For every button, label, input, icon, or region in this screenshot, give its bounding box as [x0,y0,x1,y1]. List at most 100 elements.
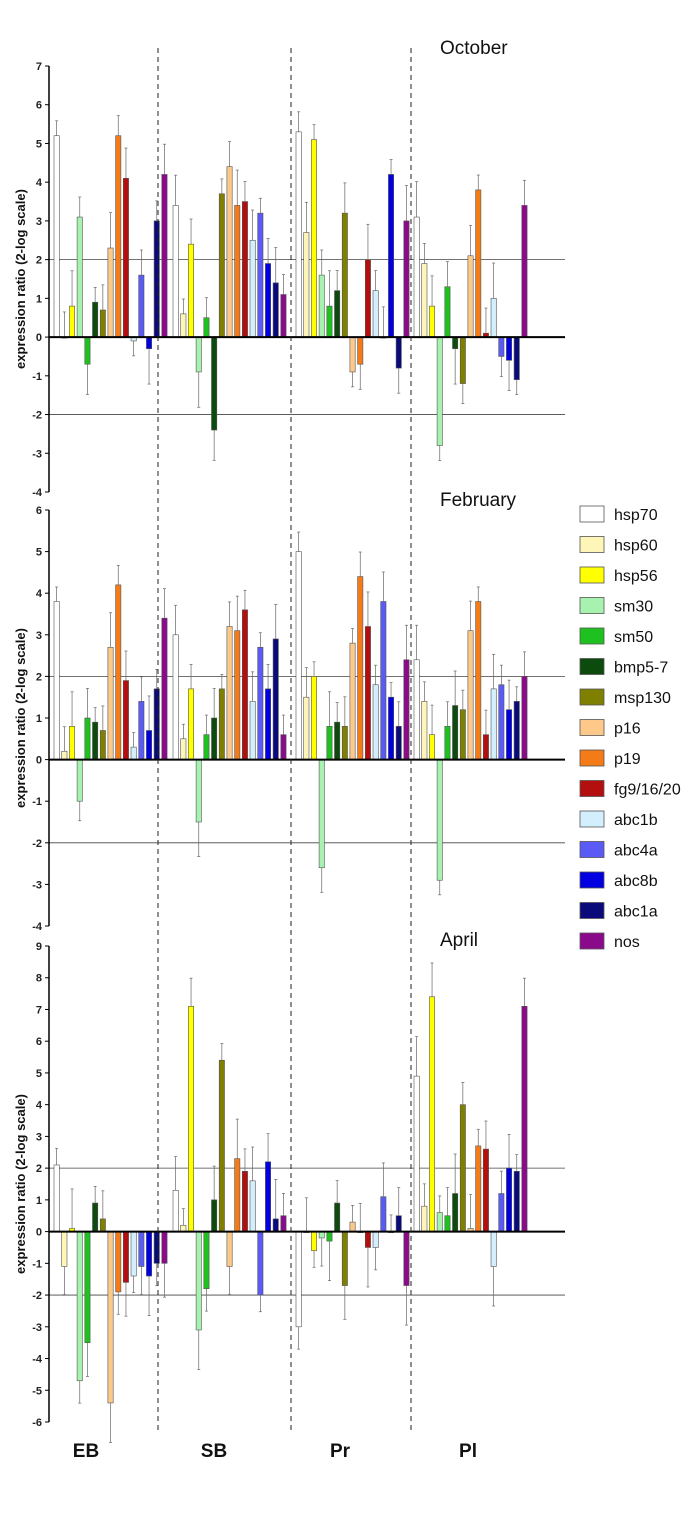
bar-february-pr-p16 [349,642,356,760]
y-tick-label: -2 [32,838,42,850]
y-tick-label: 5 [36,547,42,559]
bar-february-pr-sm30 [318,759,325,869]
bar-february-sb-hsp70 [172,634,179,760]
bar-october-pr-msp130 [341,212,348,338]
bar-february-eb-abc4a [138,701,145,760]
bar-april-pl-hsp56 [429,996,435,1232]
bar-april-pr-abc4a [380,1196,387,1232]
bar-february-pr-bmp5-7 [334,721,341,760]
bar-october-sb-fg9-16-20 [242,201,248,338]
bar-february-eb-p16 [107,646,114,760]
y-tick-label: 3 [36,216,42,228]
bar-february-pr-hsp60 [303,696,310,760]
y-tick-label: 3 [36,1131,42,1143]
bar-february-pl-sm30 [436,759,443,881]
bar-february-pl-p16 [467,630,474,760]
bar-april-pl-abc1b [490,1231,497,1267]
bar-april-pr-bmp5-7 [334,1202,341,1232]
bar-october-pr-nos [403,220,410,338]
legend-swatch [579,902,605,919]
panel-october: 7 6 5 4 3 2 1 0 -1 -2 -3 -4 expression ratio (2-log … [13,38,565,499]
y-tick-label: 6 [36,100,42,112]
legend-label: hsp70 [614,507,658,524]
bar-april-eb-hsp70 [53,1164,60,1232]
bar-october-pr-abc1a [395,336,402,369]
bar-october-pr-sm30 [318,274,325,338]
bar-february-pr-hsp70 [295,551,302,760]
bar-october-pl-hsp56 [429,305,435,338]
bar-october-pl-sm30 [436,336,443,446]
panel-title: April [440,930,478,951]
legend-swatch [579,719,605,736]
bar-april-pr-fg9-16-20 [364,1231,371,1248]
bar-february-sb-abc1b [249,701,256,760]
bar-october-pl-p19 [475,189,482,338]
bar-october-pr-p19 [357,336,364,365]
legend-label: hsp56 [614,568,658,585]
legend-label: p16 [614,721,641,738]
bar-february-pl-hsp70 [413,659,420,760]
y-tick-label: 0 [36,755,42,767]
legend-label: bmp5-7 [614,660,668,677]
bar-april-eb-abc4a [138,1231,145,1267]
bar-october-eb-bmp5-7 [92,301,99,338]
bar-february-pl-abc1a [513,701,520,760]
bar-april-pr-abc1a [395,1215,402,1232]
bar-april-sb-nos [280,1215,287,1232]
bar-april-pl-sm50 [444,1215,451,1232]
bar-october-sb-bmp5-7 [211,336,218,431]
y-tick-label: 5 [36,1068,42,1080]
bar-april-eb-hsp60 [61,1231,68,1267]
bar-april-pr-p16 [349,1221,356,1232]
bar-february-sb-sm30 [195,759,202,823]
bar-april-sb-hsp70 [172,1190,179,1232]
bar-april-pl-abc4a [498,1193,505,1232]
y-tick-label: 0 [36,332,42,344]
y-axis-label: expression ratio (2-log scale) [13,189,28,369]
bar-october-pr-abc1b [372,290,379,338]
legend-item-fg9-16-20: fg9/16/20 [579,780,681,799]
bar-october-eb-abc1a [153,220,160,338]
y-tick-label: 3 [36,630,42,642]
bar-october-eb-msp130 [99,309,106,338]
y-tick-label: -4 [32,1354,43,1366]
bar-february-pr-sm50 [326,726,333,760]
bar-october-pr-hsp60 [303,232,310,338]
bar-october-sb-abc1b [249,239,256,338]
bar-october-sb-msp130 [218,193,225,338]
bar-april-pl-hsp70 [413,1075,420,1232]
bar-february-pl-abc1b [490,688,497,760]
bar-february-eb-abc1a [153,688,160,760]
bar-october-pr-hsp56 [311,139,317,338]
bar-april-pr-msp130 [341,1231,348,1286]
y-tick-label: -3 [32,448,42,460]
bar-october-eb-sm50 [84,336,91,365]
bar-february-pr-msp130 [341,726,348,760]
bar-february-pr-abc4a [380,601,387,760]
legend-item-sm50: sm50 [579,627,653,646]
bar-april-eb-p19 [115,1231,122,1293]
legend-item-abc1a: abc1a [579,902,658,921]
site-label-eb: EB [73,1441,99,1462]
legend-swatch [579,810,605,828]
bar-february-eb-abc1b [130,746,137,760]
bar-april-eb-sm30 [76,1231,83,1382]
legend-label: sm30 [614,599,653,616]
bar-february-pl-nos [521,676,528,760]
bar-april-pl-nos [521,1005,528,1232]
legend-label: abc1a [614,904,658,921]
y-tick-label: -1 [32,1258,42,1270]
bar-april-pr-hsp56 [311,1231,317,1251]
y-tick-label: -3 [32,879,42,891]
bar-april-eb-abc1b [130,1231,137,1277]
bar-april-pr-hsp70 [295,1231,302,1328]
bar-october-pl-hsp60 [421,263,428,338]
legend-label: abc1b [614,812,658,829]
bar-february-sb-p16 [226,626,233,760]
panel-april: 9 8 7 6 5 4 3 2 1 0 -1 -2 -3 -4 -5 -6 expression ratio (… [13,930,565,1443]
bar-february-pr-hsp56 [311,676,317,760]
bar-april-pl-msp130 [459,1104,466,1232]
bar-february-eb-bmp5-7 [92,721,99,760]
legend-swatch [579,566,605,584]
legend-swatch [579,871,605,889]
